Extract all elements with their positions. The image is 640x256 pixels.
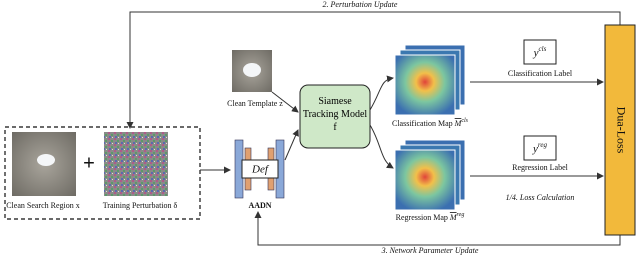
symbol: y xyxy=(532,143,538,155)
label-box xyxy=(523,39,557,65)
input-box xyxy=(4,126,201,220)
symbol: y xyxy=(533,47,539,59)
arrow xyxy=(369,124,394,169)
arrow-label: 3. Network Parameter Update xyxy=(381,246,479,255)
target xyxy=(37,154,55,166)
aadn-inner: Def xyxy=(251,164,270,176)
template-label: Clean Template z xyxy=(227,99,283,108)
perturbation-image xyxy=(104,132,168,196)
aadn-name: AADN xyxy=(248,201,271,210)
map-layer xyxy=(394,149,456,211)
map-sup: cls xyxy=(461,118,468,124)
label-box xyxy=(523,135,557,161)
target xyxy=(243,63,261,77)
map-label: Regression Map Mreg xyxy=(396,212,465,221)
aadn-core xyxy=(241,159,279,179)
map-symbol: M xyxy=(449,213,458,222)
label-symbol: yreg xyxy=(532,141,547,155)
loss-box xyxy=(604,24,636,236)
map-name: Regression Map xyxy=(396,213,448,222)
map-sup: reg xyxy=(457,212,465,218)
input-label: Clean Search Region x xyxy=(6,201,80,210)
label-text: Classification Label xyxy=(508,69,573,78)
network-arrow xyxy=(254,211,621,246)
model-label-box: Siamese Tracking Model f xyxy=(302,96,368,133)
arrow-label: 2. Perturbation Update xyxy=(323,0,398,9)
sup: cls xyxy=(539,45,547,53)
map-layer xyxy=(394,54,456,116)
map-label: Classification Map Mcls xyxy=(392,118,469,127)
arrow-label: 1/4. Loss Calculation xyxy=(506,193,575,202)
regression-map xyxy=(394,139,466,211)
model-box xyxy=(299,84,371,149)
loss-label: Dua-Loss xyxy=(614,107,628,154)
model-label: Siamese Tracking Model f xyxy=(302,96,368,133)
label-symbol: ycls xyxy=(533,45,547,59)
input-label: Training Perturbation δ xyxy=(103,201,178,210)
sup: reg xyxy=(538,141,548,149)
map-name: Classification Map xyxy=(392,119,453,128)
label-text: Regression Label xyxy=(512,163,569,172)
arrow xyxy=(369,75,394,111)
arrow xyxy=(271,91,299,113)
map-symbol: M xyxy=(454,119,463,128)
arrow xyxy=(284,129,299,161)
perturbation-arrow xyxy=(126,11,621,129)
classification-map xyxy=(394,44,466,116)
operator: + xyxy=(83,152,95,174)
